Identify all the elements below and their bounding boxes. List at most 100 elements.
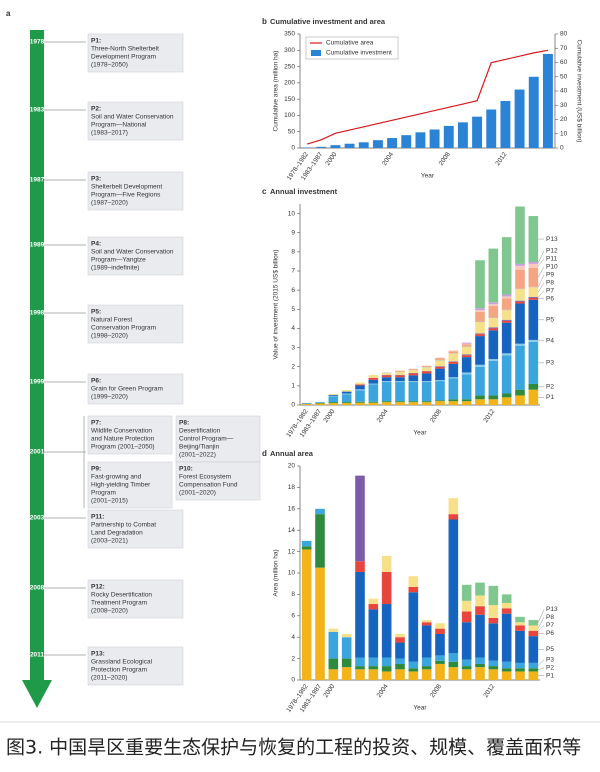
program-text: (1987–2020) [91,200,128,207]
timeline-year: 1983 [30,107,45,114]
bar-segment [355,389,365,391]
bar-segment [528,297,539,300]
bar-segment [355,385,365,390]
program-text: Compensation Fund [179,482,238,489]
program-box [87,236,184,276]
bar-segment [408,368,419,370]
bar-segment [395,658,405,664]
bar-segment [421,669,432,680]
series-label: P2 [546,384,554,391]
panel-letter: d [262,449,267,458]
bar-segment [435,368,445,381]
bar-segment [448,353,459,362]
bar-segment [488,660,499,667]
bar-segment [488,666,499,670]
bar [415,132,426,148]
bar-segment [355,402,365,405]
bar-segment [355,384,365,386]
bar-segment [408,402,419,405]
series-label: P6 [546,295,554,302]
bar-segment [528,299,539,340]
bar-segment [381,373,392,375]
program-text: Shelterbelt Development [91,184,162,191]
bar-segment [448,377,459,379]
bar-segment [461,600,472,612]
bar-segment [395,372,405,375]
bar-segment [475,310,485,312]
y2-tick-label: 80 [560,31,568,38]
bar-segment [328,658,339,670]
bar-segment [528,296,539,298]
bar-segment [475,606,485,615]
bar-segment [421,382,432,402]
bar-segment [355,390,365,402]
y-tick-label: 2 [291,655,295,662]
bar-segment [368,377,379,380]
bar-segment [381,382,392,402]
bar-segment [488,328,499,331]
bar-segment [528,625,539,631]
bar-segment [475,399,485,405]
bar-segment [381,375,392,378]
bar-segment [408,586,419,593]
program-box [87,509,184,549]
y-tick-label: 8 [291,591,295,598]
bar-segment [355,475,365,562]
y2-tick-label: 10 [560,130,568,137]
bar-segment [475,595,485,607]
bar-segment [395,669,405,680]
y-tick-label: 0 [291,145,295,152]
bar-segment [435,381,445,401]
bar-segment [501,608,512,614]
bar-segment [515,343,525,346]
bar-segment [461,611,472,623]
series-label: P3 [546,656,554,663]
y-tick-label: 50 [288,128,296,135]
program-id: P2: [91,106,101,113]
bar-segment [315,514,325,568]
program-id: P7: [91,420,101,427]
bar-segment [395,375,405,378]
bar-segment [448,661,459,668]
bar-segment [448,514,459,520]
bar-segment [528,668,539,672]
bar-segment [395,663,405,670]
y-tick-label: 100 [284,112,295,119]
bar-segment [501,319,512,321]
bar-segment [408,375,419,382]
y-tick-label: 0 [291,402,295,409]
bar-segment [341,633,352,638]
bar-segment [435,366,445,367]
y-tick-label: 4 [291,634,295,641]
bar-segment [528,662,539,669]
bar-segment [435,628,445,634]
bar-segment [368,598,379,605]
bar-segment [395,381,405,383]
bar-segment [381,555,392,572]
program-text: Wildlife Conservation [91,428,152,435]
bar-segment [461,399,472,402]
bar-segment [341,637,352,659]
bar-segment [368,379,379,384]
bar-segment [528,389,539,405]
bar-segment [421,625,432,658]
bar-segment [341,393,352,395]
series-label: P3 [546,360,554,367]
caption: 图3. 中国旱区重要生态保护与恢复的工程的投资、规模、覆盖面积等 [6,737,581,759]
bar-segment [355,666,365,670]
timeline-year: 1978 [30,39,45,46]
bar-segment [448,378,459,400]
bar-segment [475,582,485,596]
bar-segment [461,669,472,680]
bar-segment [368,401,379,403]
bar-segment [355,571,365,658]
y-tick-label: 4 [291,325,295,332]
bar-segment [368,604,379,610]
bar-segment [515,303,525,344]
timeline-year: 1987 [30,177,45,184]
bar-segment [528,263,539,268]
y-tick-label: 9 [291,229,295,236]
bar-segment [475,260,485,309]
bar-segment [421,620,432,623]
